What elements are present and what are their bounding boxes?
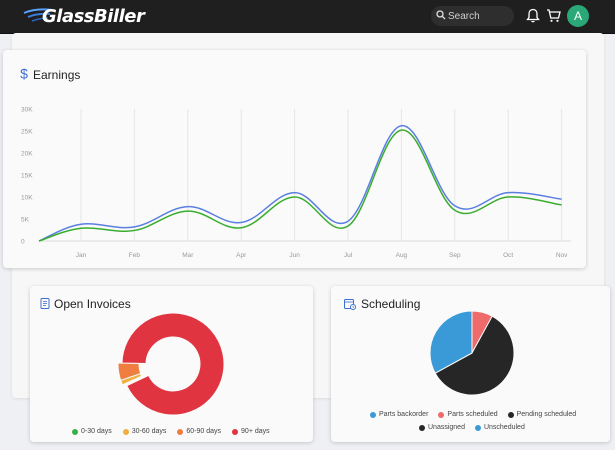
legend-item: 60-90 days bbox=[177, 428, 221, 435]
donut-slice-90-days[interactable] bbox=[121, 312, 225, 416]
scheduling-title: Scheduling bbox=[361, 297, 421, 311]
legend-label: Parts scheduled bbox=[447, 411, 498, 418]
scheduling-legend-row-2: Unassigned Unscheduled bbox=[419, 424, 525, 431]
x-tick-label: Nov bbox=[556, 252, 568, 259]
legend-dot-60-90 bbox=[177, 428, 184, 435]
search-box[interactable] bbox=[431, 6, 514, 26]
legend-item: Parts scheduled bbox=[438, 411, 498, 418]
earnings-title: Earnings bbox=[33, 68, 81, 82]
scheduling-legend-row-1: Parts backorder Parts scheduled Pending … bbox=[370, 411, 576, 418]
scheduling-card: Scheduling Parts backorder Parts schedul… bbox=[331, 286, 610, 442]
x-tick-label: Aug bbox=[396, 252, 408, 259]
x-tick-label: Mar bbox=[182, 252, 194, 259]
calendar-clock-icon bbox=[344, 299, 356, 310]
legend-dot-pending-scheduled bbox=[507, 411, 514, 418]
document-icon bbox=[40, 298, 50, 309]
legend-item: 90+ days bbox=[232, 428, 270, 435]
legend-label: Parts backorder bbox=[379, 411, 429, 418]
x-tick-label: Jun bbox=[289, 252, 300, 259]
legend-dot-90-plus bbox=[232, 428, 239, 435]
legend-label: Unassigned bbox=[428, 424, 465, 431]
legend-label: 60-90 days bbox=[186, 428, 222, 435]
earnings-series-line-2 bbox=[38, 129, 562, 242]
x-tick-label: Apr bbox=[236, 252, 247, 259]
bell-icon[interactable] bbox=[526, 8, 540, 23]
x-tick-label: Jan bbox=[76, 252, 87, 259]
open-invoices-title: Open Invoices bbox=[54, 297, 131, 311]
search-input[interactable] bbox=[448, 8, 508, 24]
earnings-chart: 0 5K 10K 15K 20K 25K 30K Jan Feb Mar Apr Jun Jul Aug S… bbox=[21, 107, 571, 259]
y-tick-label: 5K bbox=[21, 217, 30, 224]
legend-label: 30-60 days bbox=[131, 428, 167, 435]
invoices-legend: 0-30 days 30-60 days 60-90 days 90+ days bbox=[72, 428, 270, 435]
legend-dot-0-30 bbox=[72, 428, 78, 435]
earnings-series-line-1 bbox=[38, 124, 562, 242]
y-tick-label: 30K bbox=[21, 107, 33, 114]
legend-item: Parts backorder bbox=[370, 411, 428, 418]
legend-dot-unscheduled bbox=[474, 424, 481, 431]
legend-item: Unassigned bbox=[419, 424, 465, 431]
search-icon bbox=[436, 10, 446, 20]
x-tick-label: Oct bbox=[503, 252, 513, 259]
legend-item: Pending scheduled bbox=[507, 411, 577, 418]
y-tick-label: 0 bbox=[21, 239, 25, 246]
dollar-icon: $ bbox=[20, 67, 28, 81]
logo-text: GlassBiller bbox=[42, 6, 145, 27]
pie-slice-parts-backorder[interactable] bbox=[429, 310, 473, 374]
pie-slice-pending-scheduled[interactable] bbox=[434, 315, 515, 396]
legend-label: Unscheduled bbox=[483, 424, 525, 431]
open-invoices-card: Open Invoices 0-30 days 30-60 days 60-90… bbox=[30, 286, 313, 442]
y-tick-label: 10K bbox=[21, 195, 33, 202]
top-bar: GlassBiller A bbox=[0, 0, 615, 34]
x-tick-label: Jul bbox=[344, 252, 353, 259]
legend-dot-parts-scheduled bbox=[438, 411, 445, 418]
legend-label: 90+ days bbox=[241, 428, 270, 435]
earnings-card: $ Earnings 0 5K 10K 15K 20K 25K 30K Jan Feb Mar Ap… bbox=[3, 50, 586, 268]
legend-dot-unassigned bbox=[419, 424, 425, 431]
y-tick-label: 25K bbox=[21, 129, 33, 136]
legend-label: 0-30 days bbox=[81, 428, 112, 435]
invoices-donut-chart bbox=[117, 312, 225, 416]
legend-item: 30-60 days bbox=[122, 428, 167, 435]
scheduling-pie-chart bbox=[429, 310, 515, 396]
legend-item: Unscheduled bbox=[474, 424, 525, 431]
logo-swoosh-icon bbox=[23, 8, 53, 22]
x-tick-label: Feb bbox=[129, 252, 141, 259]
legend-item: 0-30 days bbox=[72, 428, 112, 435]
y-tick-label: 20K bbox=[21, 151, 33, 158]
legend-dot-30-60 bbox=[122, 428, 129, 435]
avatar[interactable]: A bbox=[567, 5, 589, 27]
y-tick-label: 15K bbox=[21, 173, 33, 180]
svg-text:$: $ bbox=[20, 67, 28, 81]
legend-dot-parts-backorder bbox=[370, 411, 376, 418]
cart-icon[interactable] bbox=[546, 8, 561, 23]
x-tick-label: Sep bbox=[449, 252, 461, 259]
legend-label: Pending scheduled bbox=[516, 411, 577, 418]
